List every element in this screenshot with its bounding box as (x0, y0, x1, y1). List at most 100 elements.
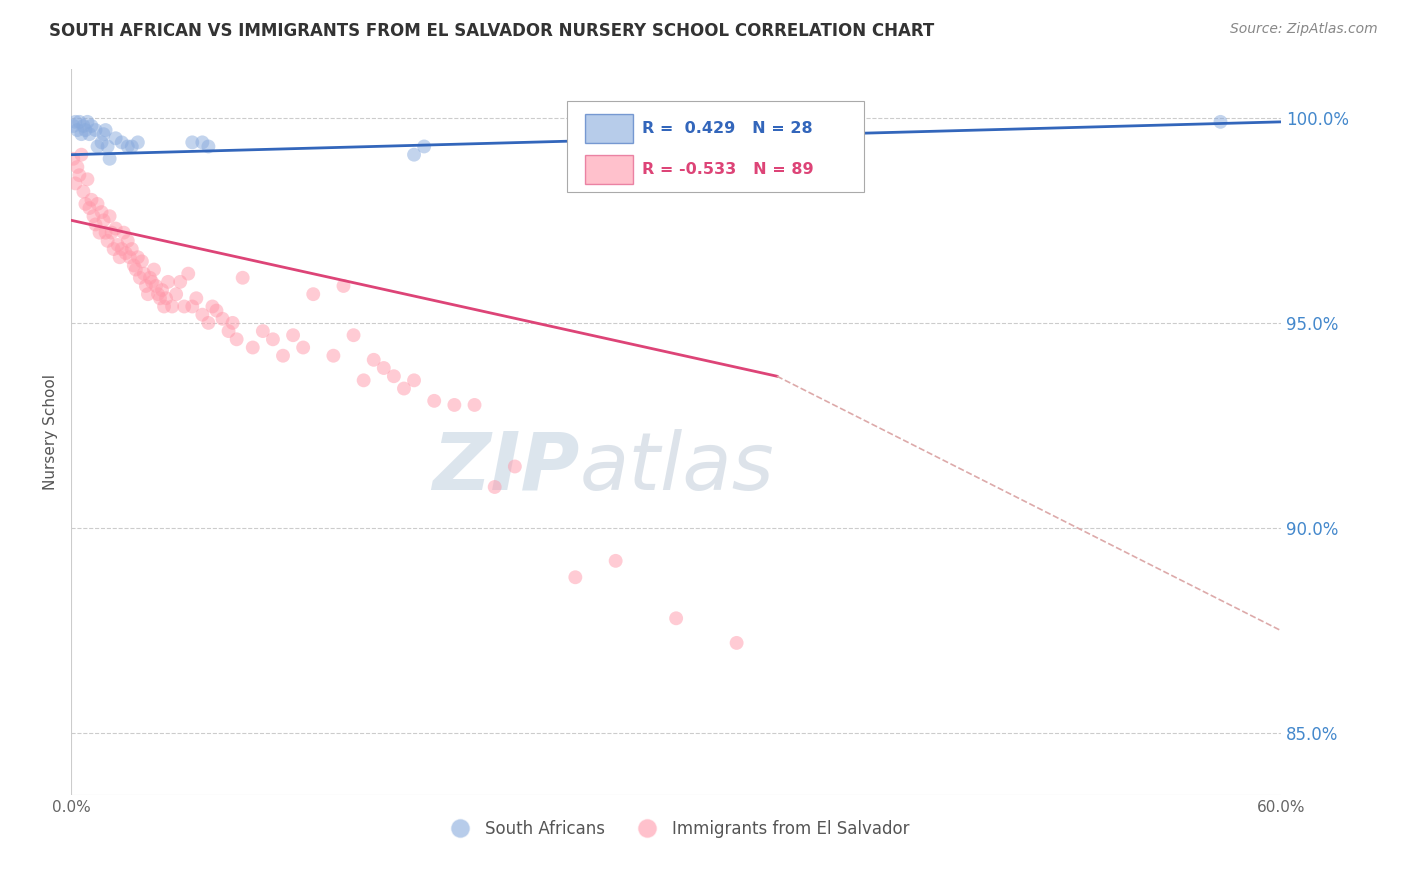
Point (98, 209, 121, 223)
Point (225, 332, 247, 346)
Point (79, 201, 101, 215)
Point (98, 152, 121, 166)
Point (177, 267, 200, 281)
Point (67, 168, 90, 182)
Point (76, 172, 98, 186)
Point (104, 131, 127, 145)
Point (197, 316, 219, 330)
Point (94, 123, 117, 137)
Point (111, 242, 134, 256)
Point (197, 139, 219, 153)
Point (97, 139, 120, 153)
Point (76, 115, 98, 129)
Point (271, 349, 294, 363)
FancyBboxPatch shape (585, 155, 633, 185)
Point (79, 127, 101, 141)
Point (90, 136, 112, 150)
Point (149, 291, 172, 305)
Point (332, 279, 354, 293)
Point (107, 238, 129, 252)
Point (443, 398, 465, 412)
Point (72, 119, 94, 133)
Point (72, 185, 94, 199)
Point (65, 177, 87, 191)
Point (70, 147, 93, 161)
Point (186, 291, 208, 305)
Point (89, 226, 111, 240)
Point (181, 300, 204, 314)
Point (75, 197, 97, 211)
Point (155, 291, 177, 305)
Point (169, 275, 191, 289)
Point (94, 226, 117, 240)
Text: R =  0.429   N = 28: R = 0.429 N = 28 (643, 120, 813, 136)
Point (111, 136, 134, 150)
Point (423, 393, 446, 408)
Point (484, 480, 506, 494)
Point (97, 234, 120, 248)
Point (218, 324, 240, 338)
Point (292, 341, 315, 355)
Text: ZIP: ZIP (432, 429, 579, 507)
Point (232, 270, 254, 285)
Point (66, 123, 89, 137)
Point (242, 341, 264, 355)
Point (143, 262, 166, 277)
Point (211, 311, 233, 326)
Point (191, 136, 214, 150)
Point (150, 283, 173, 297)
Point (104, 221, 127, 235)
Point (464, 398, 486, 412)
Point (302, 287, 325, 301)
Point (108, 250, 131, 264)
Point (191, 308, 214, 322)
Legend: South Africans, Immigrants from El Salvador: South Africans, Immigrants from El Salva… (436, 814, 915, 845)
Point (665, 611, 688, 625)
Point (127, 136, 149, 150)
Point (66, 160, 89, 174)
Point (131, 254, 153, 268)
FancyBboxPatch shape (585, 113, 633, 143)
Point (114, 246, 136, 260)
Point (117, 234, 139, 248)
Point (139, 270, 162, 285)
Point (205, 303, 228, 318)
Point (252, 324, 274, 338)
Point (84, 218, 107, 232)
Point (157, 275, 180, 289)
Point (146, 287, 169, 301)
Point (392, 382, 415, 396)
Point (112, 226, 135, 240)
Point (201, 300, 224, 314)
Point (221, 316, 243, 330)
Point (725, 636, 748, 650)
Point (121, 242, 143, 256)
Point (128, 270, 150, 285)
Point (342, 328, 364, 343)
Point (262, 332, 284, 346)
Point (82, 209, 104, 223)
Point (181, 136, 204, 150)
Point (1209, 115, 1232, 129)
Point (86, 139, 108, 153)
Point (117, 139, 139, 153)
Point (141, 275, 163, 289)
Point (353, 373, 375, 387)
Point (90, 205, 112, 219)
Point (80, 193, 103, 207)
Point (132, 267, 155, 281)
Point (62, 119, 84, 133)
Point (93, 213, 115, 227)
Text: Source: ZipAtlas.com: Source: ZipAtlas.com (1230, 22, 1378, 37)
Text: atlas: atlas (579, 429, 775, 507)
Point (160, 300, 183, 314)
Point (103, 242, 125, 256)
Text: SOUTH AFRICAN VS IMMIGRANTS FROM EL SALVADOR NURSERY SCHOOL CORRELATION CHART: SOUTH AFRICAN VS IMMIGRANTS FROM EL SALV… (49, 22, 935, 40)
Point (62, 152, 84, 166)
Point (281, 328, 304, 343)
Point (75, 123, 97, 137)
Point (118, 250, 141, 264)
Y-axis label: Nursery School: Nursery School (44, 374, 58, 490)
Point (100, 226, 122, 240)
Point (86, 197, 108, 211)
